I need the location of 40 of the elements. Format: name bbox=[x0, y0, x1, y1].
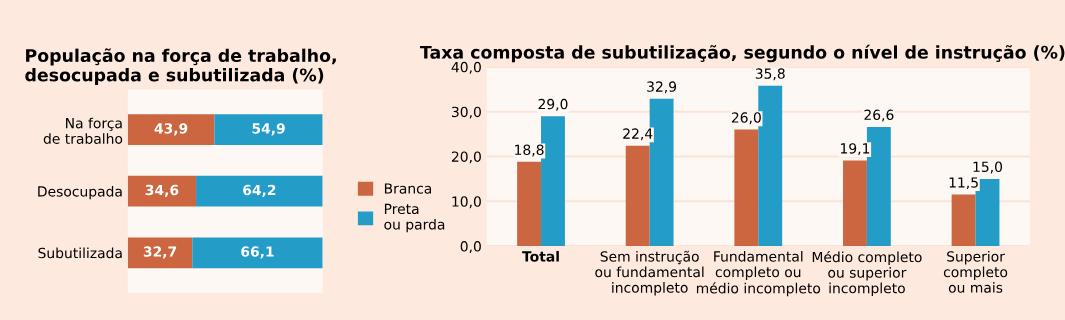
data-label: 34,6 bbox=[145, 184, 179, 198]
y-tick-label: Desocupada bbox=[38, 185, 122, 200]
data-label: 15,0 bbox=[973, 161, 1003, 174]
legend-label: Preta ou parda bbox=[384, 203, 445, 233]
data-label: 64,2 bbox=[243, 184, 276, 198]
data-label: 19,1 bbox=[841, 143, 870, 156]
data-label: 11,5 bbox=[949, 177, 978, 190]
bar bbox=[734, 129, 759, 247]
bar bbox=[517, 161, 542, 247]
x-tick-label: Total bbox=[522, 250, 559, 262]
data-label: 18,8 bbox=[515, 144, 544, 157]
bar bbox=[127, 175, 197, 207]
y-tick-label: Na força de trabalho bbox=[43, 117, 123, 144]
bar bbox=[127, 114, 215, 146]
x-tick-label: Superior completo ou mais bbox=[943, 250, 1008, 293]
y-tick-label: 40,0 bbox=[451, 61, 481, 74]
bar bbox=[214, 114, 323, 146]
bar bbox=[192, 237, 323, 269]
y-tick-label: 0,0 bbox=[460, 241, 481, 253]
data-label: 29,0 bbox=[538, 98, 568, 111]
bar bbox=[625, 145, 650, 247]
data-label: 66,1 bbox=[241, 246, 274, 259]
data-label: 26,0 bbox=[731, 112, 761, 125]
bar bbox=[843, 160, 867, 247]
chart-title: População na força de trabalho, desocupada e subutilizada (%) bbox=[25, 48, 336, 85]
data-label: 32,9 bbox=[647, 81, 677, 94]
data-label: 35,8 bbox=[755, 68, 785, 81]
data-label: 54,9 bbox=[252, 123, 285, 136]
data-label: 32,7 bbox=[143, 246, 177, 259]
legend-label: Branca bbox=[384, 183, 432, 194]
data-label: 22,4 bbox=[623, 128, 653, 141]
y-tick-label: 10,0 bbox=[452, 196, 481, 209]
data-label: 43,9 bbox=[154, 123, 188, 136]
y-tick-label: 30,0 bbox=[451, 106, 481, 119]
y-tick-label: 20,0 bbox=[451, 151, 481, 164]
y-tick-label: Subutilizada bbox=[38, 247, 122, 259]
data-label: 26,6 bbox=[864, 109, 894, 122]
bar bbox=[196, 175, 323, 207]
bar bbox=[127, 237, 193, 269]
bar bbox=[951, 194, 976, 247]
